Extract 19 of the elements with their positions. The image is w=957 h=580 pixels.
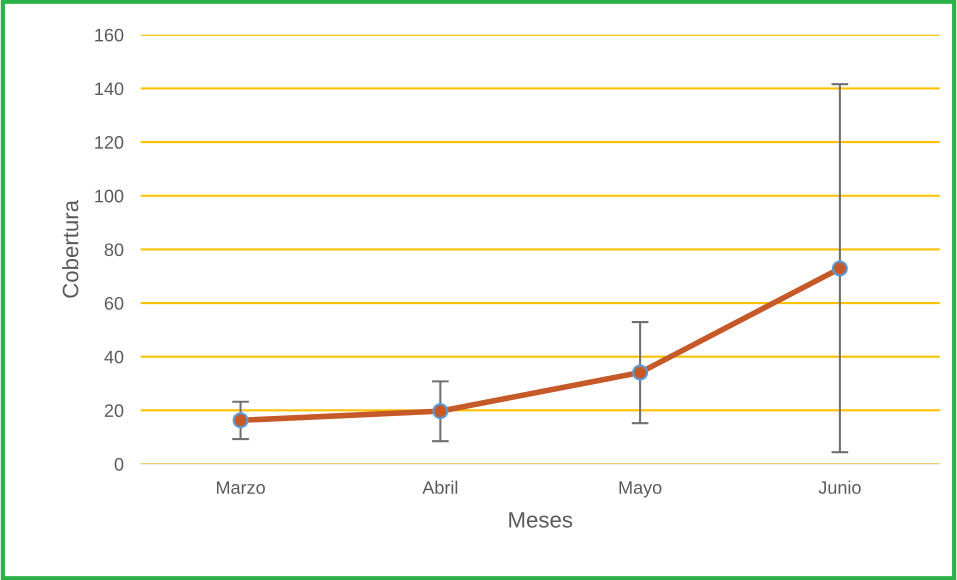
x-tick-label: Abril — [422, 480, 458, 494]
y-tick-label: 20 — [104, 404, 124, 418]
y-tick-label: 140 — [95, 82, 124, 96]
y-tick-label: 160 — [95, 28, 124, 42]
point — [232, 412, 249, 428]
y-tick-label: 40 — [104, 350, 124, 364]
y-tick-label: 0 — [114, 458, 124, 471]
y-tick-label: 80 — [104, 243, 124, 256]
point — [632, 364, 648, 381]
y-tick-label: 120 — [95, 136, 124, 149]
x-axis-title: Meses — [509, 512, 572, 528]
y-tick-label: 60 — [104, 296, 124, 310]
y-axis-title: Cobertura — [62, 200, 78, 298]
point — [432, 403, 448, 420]
x-tick-label: Junio — [818, 480, 861, 494]
point — [832, 260, 848, 276]
y-tick-label: 100 — [95, 190, 124, 202]
x-tick-label: Marzo — [216, 481, 265, 494]
x-tick-label: Mayo — [620, 481, 662, 498]
